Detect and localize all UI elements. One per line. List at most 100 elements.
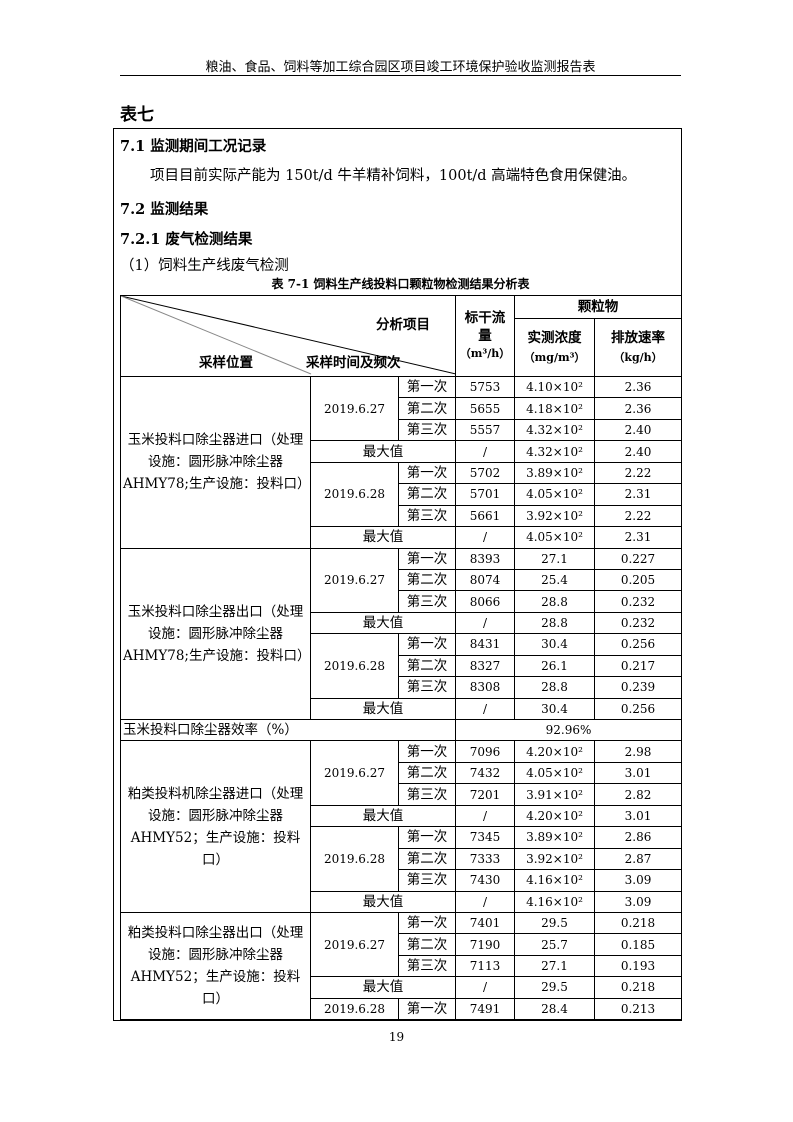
emission-rate-value: 2.87 (594, 847, 683, 871)
emission-rate-value: 0.239 (594, 676, 683, 699)
concentration-value: 3.92×10² (514, 847, 596, 871)
emission-rate-value: 2.36 (594, 397, 683, 420)
table-caption: 表 7-1 饲料生产线投料口颗粒物检测结果分析表 (271, 277, 530, 291)
header-particulate: 颗粒物 (514, 295, 683, 319)
max-emission-rate: 0.218 (594, 976, 683, 999)
sampling-frequency: 第一次 (397, 997, 457, 1021)
emission-rate-value: 0.232 (594, 590, 683, 613)
sampling-frequency: 第二次 (397, 568, 457, 592)
flow-value: 7401 (455, 911, 516, 935)
table-row: 第三次 5557 4.32×10² 2.40 (121, 418, 683, 442)
flow-value: 5655 (455, 397, 516, 420)
table-row: 玉米投料口除尘器出口（处理设施：圆形脉冲除尘器AHMY78;生产设施：投料口） 2… (120, 547, 683, 720)
concentration-value: 27.1 (514, 547, 596, 570)
sampling-date: 2019.6.28 (310, 633, 399, 699)
header-concentration-unit: （mg/m³） (523, 350, 586, 364)
flow-value: 7113 (455, 954, 516, 978)
concentration-value: 3.91×10² (514, 783, 596, 806)
emission-rate-value: 2.82 (594, 783, 683, 806)
table-row: 第三次 7113 27.1 0.193 (121, 954, 683, 978)
concentration-value: 4.18×10² (514, 397, 596, 420)
header-emission-rate-label: 排放速率 (611, 329, 666, 346)
max-flow: / (455, 697, 516, 721)
sampling-date: 2019.6.27 (310, 547, 399, 613)
header-rule (120, 75, 681, 76)
concentration-value: 4.10×10² (514, 375, 596, 399)
max-flow: / (455, 890, 516, 913)
max-row: 最大值/4.20×10² 3.01 (121, 804, 683, 828)
header-concentration-label: 实测浓度 (527, 329, 582, 346)
sampling-frequency: 第三次 (397, 418, 457, 442)
max-flow: / (455, 526, 516, 549)
max-row: 最大值/30.4 0.256 (121, 697, 683, 721)
concentration-value: 4.05×10² (514, 483, 596, 506)
efficiency-label: 玉米投料口除尘器效率（%） (119, 718, 457, 742)
emission-rate-value: 0.185 (594, 933, 683, 956)
sampling-frequency: 第三次 (397, 783, 457, 806)
table-row: 第三次 8308 28.8 0.239 (121, 676, 683, 699)
section-7-2-1: 7.2.1 废气检测结果 (120, 231, 253, 248)
emission-rate-value: 3.01 (594, 761, 683, 785)
max-emission-rate: 0.256 (594, 697, 683, 721)
header-analysis-item: 分析项目 (376, 317, 430, 333)
table-row: 粕类投料机除尘器进口（处理设施：圆形脉冲除尘器AHMY52；生产设施：投料口） 2… (120, 740, 683, 913)
max-row: 最大值/28.8 0.232 (121, 611, 683, 635)
table-row: 第二次 7190 25.7 0.185 (121, 933, 683, 956)
flow-value: 8393 (455, 547, 516, 570)
concentration-value: 29.5 (514, 911, 596, 935)
emission-rate-value: 2.86 (594, 826, 683, 849)
emission-rate-value: 0.256 (594, 633, 683, 656)
max-concentration: 4.20×10² (514, 804, 596, 828)
sampling-date: 2019.6.28 (310, 997, 399, 1021)
table-row: 第二次 7333 3.92×10² 2.87 (121, 847, 683, 871)
table-row: 2019.6.28 第一次 7345 3.89×10² 2.86 (121, 826, 683, 892)
max-emission-rate: 0.232 (594, 611, 683, 635)
max-concentration: 30.4 (514, 697, 596, 721)
header-concentration: 实测浓度 （mg/m³） (514, 318, 596, 377)
emission-rate-value: 2.98 (594, 740, 683, 763)
flow-value: 7190 (455, 933, 516, 956)
diagonal-lines (121, 296, 456, 375)
sampling-date: 2019.6.27 (310, 375, 399, 442)
header-flow-unit: （m³/h） (459, 347, 511, 360)
header-sampling-time: 采样时间及频次 (306, 355, 401, 371)
flow-value: 7430 (455, 869, 516, 892)
emission-rate-value: 0.193 (594, 954, 683, 978)
max-concentration: 4.32×10² (514, 440, 596, 463)
sampling-frequency: 第二次 (397, 847, 457, 871)
flow-value: 5661 (455, 504, 516, 528)
sampling-frequency: 第一次 (397, 826, 457, 849)
emission-rate-value: 2.36 (594, 375, 683, 399)
header-flow-2: 量 (478, 328, 492, 344)
running-header: 粮油、食品、饲料等加工综合园区项目竣工环境保护验收监测报告表 (205, 60, 596, 75)
sampling-location: 粕类投料机除尘器进口（处理设施：圆形脉冲除尘器AHMY52；生产设施：投料口） (120, 740, 311, 913)
flow-value: 5753 (455, 375, 516, 399)
max-flow: / (455, 804, 516, 828)
table-row: 2019.6.28 第一次 8431 30.4 0.256 (121, 633, 683, 699)
table-row: 2019.6.28 第一次 7491 28.4 0.213 (121, 997, 683, 1021)
diagonal-header-cell: 分析项目 采样位置 采样时间及频次 (119, 295, 457, 377)
table-row: 第三次 7201 3.91×10² 2.82 (121, 783, 683, 806)
concentration-value: 30.4 (514, 633, 596, 656)
emission-rate-value: 3.09 (594, 869, 683, 892)
max-label: 最大值 (309, 890, 457, 913)
flow-value: 8074 (455, 568, 516, 592)
concentration-value: 4.32×10² (514, 418, 596, 442)
sampling-frequency: 第二次 (397, 761, 457, 785)
sampling-frequency: 第一次 (397, 375, 457, 399)
sampling-frequency: 第三次 (397, 869, 457, 892)
emission-rate-value: 2.22 (594, 504, 683, 528)
sampling-location: 玉米投料口除尘器出口（处理设施：圆形脉冲除尘器AHMY78;生产设施：投料口） (120, 547, 311, 720)
table-row: 第二次 7432 4.05×10² 3.01 (121, 761, 683, 785)
concentration-value: 28.4 (514, 997, 596, 1021)
max-label: 最大值 (309, 697, 457, 721)
flow-value: 5702 (455, 461, 516, 485)
header-emission-rate-unit: （kg/h） (613, 350, 663, 364)
emission-rate-value: 0.213 (594, 997, 683, 1021)
flow-value: 5701 (455, 483, 516, 506)
concentration-value: 3.92×10² (514, 504, 596, 528)
concentration-value: 3.89×10² (514, 826, 596, 849)
concentration-value: 25.4 (514, 568, 596, 592)
header-emission-rate: 排放速率 （kg/h） (594, 318, 683, 377)
flow-value: 5557 (455, 418, 516, 442)
